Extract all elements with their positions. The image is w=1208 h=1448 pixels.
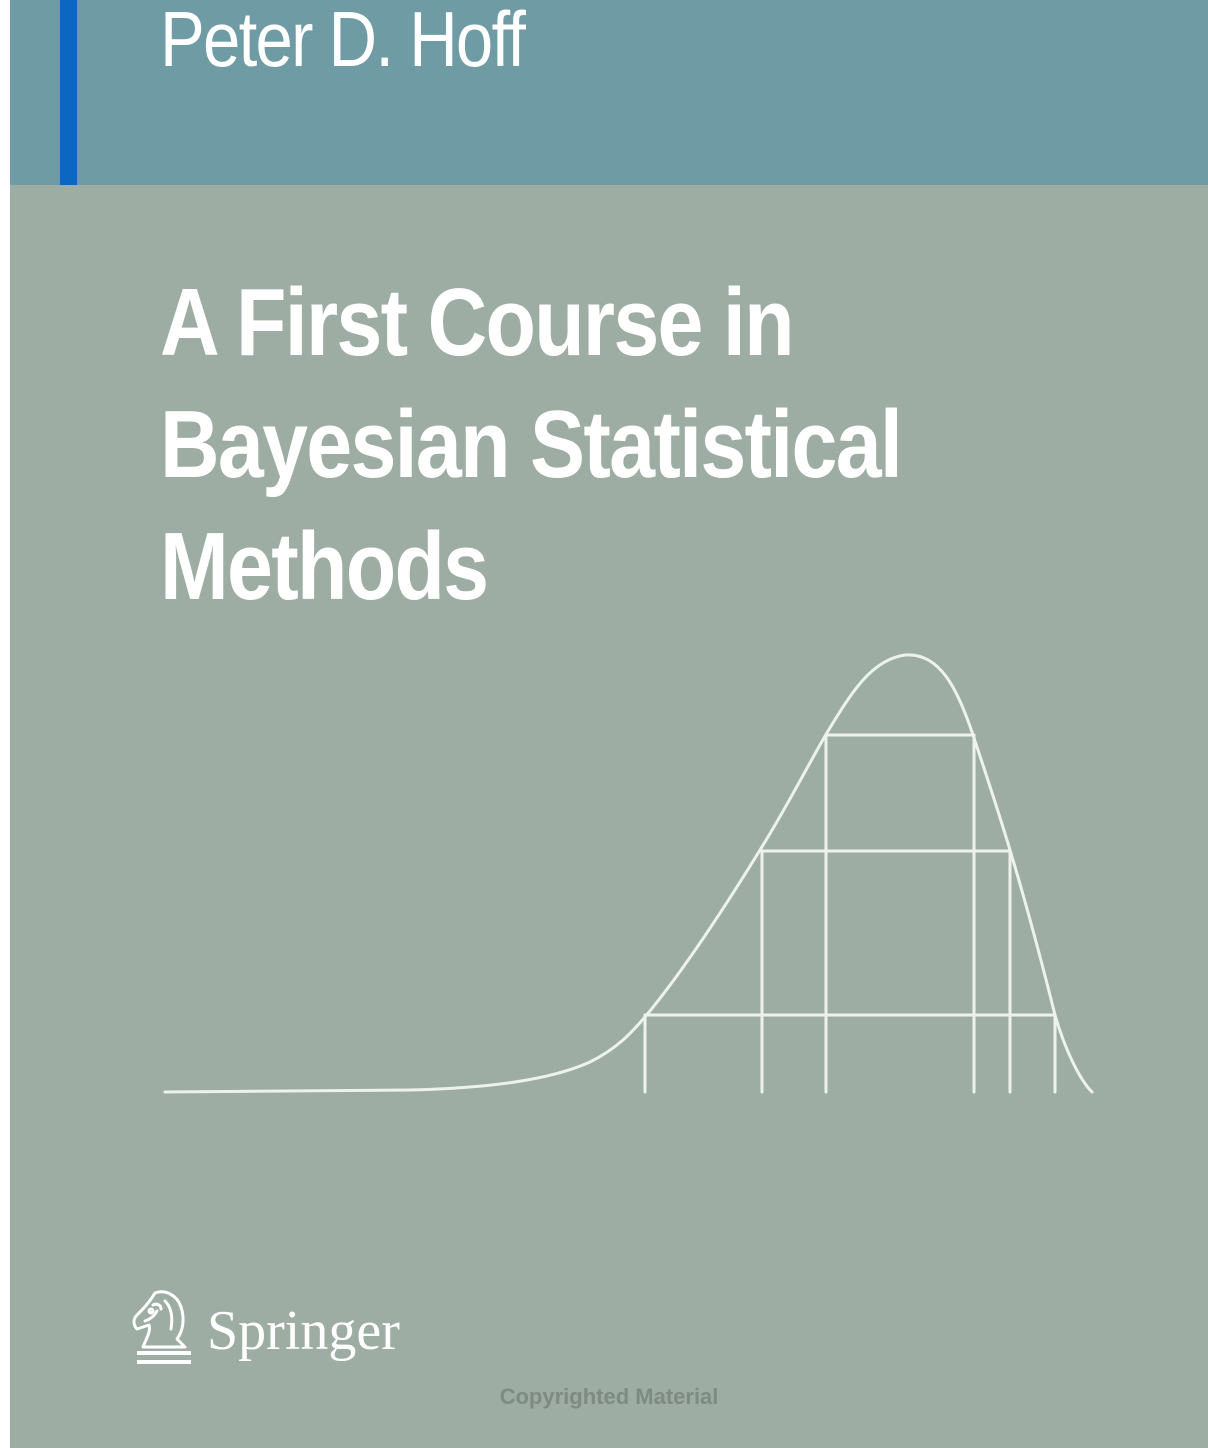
publisher-name: Springer [207,1300,400,1362]
book-title-line-3: Methods [160,513,489,620]
author-name: Peter D. Hoff [160,0,526,83]
book-title-line-2: Bayesian Statistical [160,391,903,498]
copyright-watermark: Copyrighted Material [499,1384,719,1409]
book-cover: Peter D. Hoff A First Course in Bayesian… [10,0,1208,1448]
book-title-line-1: A First Course in [160,269,795,376]
author-band: Peter D. Hoff [10,0,1208,185]
springer-horse-icon [132,1290,191,1364]
accent-bar [60,0,77,185]
density-curve [163,653,1094,1094]
book-title: A First Course in Bayesian Statistical M… [160,262,903,628]
density-curve-illustration [163,653,1094,1094]
